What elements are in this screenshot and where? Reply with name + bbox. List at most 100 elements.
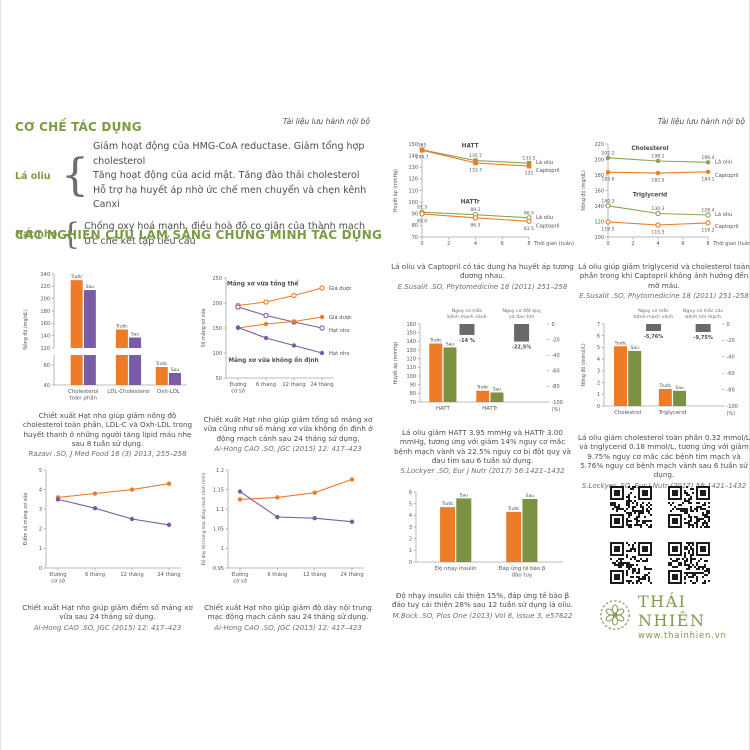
chart-source: Ai-Hong CAO .SO, JGC (2015) 12: 417–423 <box>214 623 362 632</box>
svg-text:1: 1 <box>39 546 42 552</box>
svg-text:133.7: 133.7 <box>469 167 482 173</box>
svg-text:HATT: HATT <box>436 406 451 412</box>
svg-text:128.4: 128.4 <box>701 207 714 213</box>
svg-text:và đau tim: và đau tim <box>509 313 535 320</box>
svg-text:Lá oliu: Lá oliu <box>536 159 553 166</box>
chart-canvas: 0.95 1 1.05 1.1 1.15 1.2 Độ dày nội trung mạc … <box>198 458 378 600</box>
svg-text:Sau: Sau <box>446 341 454 347</box>
svg-text:6 tháng: 6 tháng <box>256 381 276 388</box>
svg-text:80: 80 <box>410 391 416 397</box>
svg-text:Độ dày nội trung mạc động mạch: Độ dày nội trung mạc động mạch cảnh (mm) <box>201 472 206 565</box>
chart-bp-risk-bars: 70 80 90 100 110 120 130 140 150 160 Huyết áp (mmH… <box>390 306 575 475</box>
chart-caption: Lá oliu giảm HATT 3.95 mmHg và HATTr 3.0… <box>394 428 571 466</box>
svg-text:90: 90 <box>410 382 416 388</box>
svg-text:6: 6 <box>409 490 412 496</box>
qr-code-icon <box>668 542 710 584</box>
svg-text:Đường: Đường <box>231 571 248 578</box>
svg-text:Hạt nho: Hạt nho <box>329 351 350 357</box>
svg-text:Đường: Đường <box>49 571 66 578</box>
svg-text:Mảng xơ vữa không ổn định: Mảng xơ vữa không ổn định <box>228 357 318 364</box>
svg-text:60: 60 <box>44 363 50 369</box>
svg-text:-60: -60 <box>552 369 560 375</box>
svg-text:Triglycerid: Triglycerid <box>658 410 687 416</box>
svg-text:Captopril: Captopril <box>536 168 560 174</box>
chart-bp-lines: 70 80 90 100 110 120 130 140 150 Huyết áp (mmHg) 0… <box>390 130 575 291</box>
svg-text:Thời gian (tuần): Thời gian (tuần) <box>712 239 750 247</box>
chart-caption: Lá oliu giảm cholesterol toàn phần 0.32 … <box>578 433 750 480</box>
svg-text:202.2: 202.2 <box>601 150 614 156</box>
chart-source: E.Susalit .SO, Phytomedicine 18 (2011) 2… <box>397 282 568 291</box>
svg-text:LDL-Cholesterol: LDL-Cholesterol <box>107 389 149 395</box>
svg-text:Thời gian (tuần): Thời gian (tuần) <box>533 239 574 247</box>
svg-text:Nồng độ (mg/dL): Nồng độ (mg/dL) <box>579 170 587 211</box>
mechanism-line: Ức chế kết tập tiểu cầu <box>84 235 196 247</box>
svg-text:110: 110 <box>406 365 416 371</box>
svg-text:130: 130 <box>406 348 416 354</box>
svg-text:Mảng xơ vữa tổng thể: Mảng xơ vữa tổng thể <box>227 281 298 288</box>
qr-code-icon <box>668 486 710 528</box>
svg-text:0: 0 <box>727 322 730 328</box>
svg-text:8: 8 <box>527 241 530 247</box>
svg-text:Số mảng xơ vữa: Số mảng xơ vữa <box>200 309 207 348</box>
svg-text:Huyết áp (mmHg): Huyết áp (mmHg) <box>392 169 399 212</box>
svg-text:24 tháng: 24 tháng <box>340 571 363 578</box>
svg-text:Lá oliu: Lá oliu <box>715 211 732 218</box>
svg-text:220: 220 <box>40 284 50 290</box>
svg-text:100: 100 <box>594 235 604 241</box>
chart-caption: Chiết xuất Hạt nho giúp giảm tổng số mản… <box>203 415 373 443</box>
svg-text:bệnh tim mạch: bệnh tim mạch <box>685 313 721 320</box>
chart-lipid-lines: 100 120 140 160 180 200 220 Nồng độ (mg/dL) 0 2 4 6… <box>578 130 750 300</box>
chart-canvas: 50 100 150 200 250 Số mảng xơ vữa Đường cơ sở 6 … <box>198 268 378 412</box>
svg-text:Cholestrol: Cholestrol <box>614 410 641 416</box>
internal-notice-right: Tài liệu lưu hành nội bộ <box>657 117 745 126</box>
svg-text:4: 4 <box>39 487 42 493</box>
svg-text:6: 6 <box>681 241 684 247</box>
svg-text:86.5: 86.5 <box>470 222 480 228</box>
svg-text:115.5: 115.5 <box>651 229 664 235</box>
svg-text:-22,5%: -22,5% <box>512 345 531 351</box>
svg-text:130.3: 130.3 <box>651 206 664 212</box>
svg-text:100: 100 <box>408 200 418 206</box>
svg-text:HATT: HATT <box>462 143 479 149</box>
svg-text:-60: -60 <box>727 371 735 377</box>
mechanism-la-oliu: Lá oliu { Giảm hoạt động của HMG-CoA red… <box>15 140 380 213</box>
svg-text:184.1: 184.1 <box>701 176 714 182</box>
svg-text:3: 3 <box>409 525 412 531</box>
svg-text:0: 0 <box>409 560 412 566</box>
svg-text:Captopril: Captopril <box>536 223 560 229</box>
svg-text:8: 8 <box>706 241 709 247</box>
svg-text:Trước: Trước <box>429 337 442 344</box>
svg-text:Điểm số mảng xơ vữa: Điểm số mảng xơ vữa <box>22 493 29 546</box>
svg-text:140: 140 <box>40 333 50 339</box>
svg-text:Oxh-LDL: Oxh-LDL <box>157 389 180 395</box>
logo-flower-icon <box>598 598 632 636</box>
svg-text:1.1: 1.1 <box>216 507 224 513</box>
svg-text:bệnh mạch vành: bệnh mạch vành <box>447 313 486 320</box>
svg-text:Lá oliu: Lá oliu <box>536 214 553 221</box>
svg-text:Sau: Sau <box>86 284 94 290</box>
svg-text:Đáp ứng tế bào β: Đáp ứng tế bào β <box>498 565 545 572</box>
svg-text:135.7: 135.7 <box>469 153 482 159</box>
svg-text:4: 4 <box>409 513 412 519</box>
svg-text:-100: -100 <box>552 400 563 406</box>
svg-text:12 tháng: 12 tháng <box>120 571 143 578</box>
chart-canvas: 0 1 2 3 4 5 Điểm số mảng xơ vữa Đường cơ sở 6 thá… <box>20 458 195 600</box>
svg-text:140: 140 <box>594 204 604 210</box>
svg-text:160: 160 <box>406 322 416 328</box>
chart-source: Razavi .SO, J Med Food 16 (3) 2013, 255–… <box>28 450 187 459</box>
svg-text:118.2: 118.2 <box>701 227 714 233</box>
svg-text:Sau: Sau <box>131 332 139 338</box>
svg-text:Lá oliu: Lá oliu <box>715 158 732 165</box>
svg-text:1: 1 <box>221 546 224 552</box>
svg-text:140.3: 140.3 <box>601 198 614 204</box>
svg-text:200: 200 <box>594 157 604 163</box>
chart-canvas: 70 80 90 100 110 120 130 140 150 Huyết áp (mmHg) 0… <box>390 130 575 259</box>
svg-text:183.6: 183.6 <box>601 177 614 183</box>
svg-text:2: 2 <box>597 380 600 386</box>
svg-text:Sau: Sau <box>460 492 468 498</box>
svg-text:Captopril: Captopril <box>715 224 739 230</box>
svg-text:-20: -20 <box>552 337 560 343</box>
chart-caption: Chiết xuất Hạt nho giúp giảm điểm số mản… <box>22 603 193 622</box>
svg-text:Nguy cơ mắc: Nguy cơ mắc <box>638 307 669 314</box>
svg-text:Nguy cơ mắc các: Nguy cơ mắc các <box>683 307 724 314</box>
